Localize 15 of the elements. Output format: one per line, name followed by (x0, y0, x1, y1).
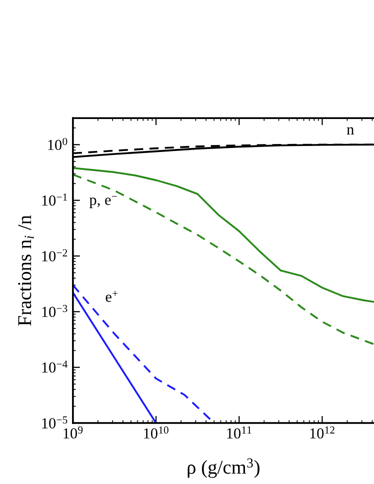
x-axis-title: ρ (g/cm$^{3}$) (188, 458, 260, 478)
series-label: p, e$^{−}$ (89, 196, 117, 208)
y-axis-title: Fractions n$_{i}$ /n (18, 215, 34, 326)
y-tick-label: 10$^{−3}$ (42, 304, 68, 318)
x-tick-label: 10$^{11}$ (227, 426, 252, 439)
y-tick-label: 10$^{−2}$ (42, 249, 68, 262)
legend-label: n (346, 127, 354, 134)
y-tick-label: 10$^{0}$ (48, 138, 68, 150)
y-tick-label: 10$^{−4}$ (42, 360, 68, 373)
y-tick-label: 10$^{−1}$ (42, 194, 68, 206)
x-tick-label: 10$^{12}$ (310, 426, 334, 439)
y-tick-label: 10$^{−5}$ (42, 416, 68, 428)
x-tick-label: 10$^{9}$ (64, 426, 83, 439)
x-tick-label: 10$^{10}$ (144, 426, 168, 439)
series-label: e$^{+}$ (106, 290, 118, 302)
